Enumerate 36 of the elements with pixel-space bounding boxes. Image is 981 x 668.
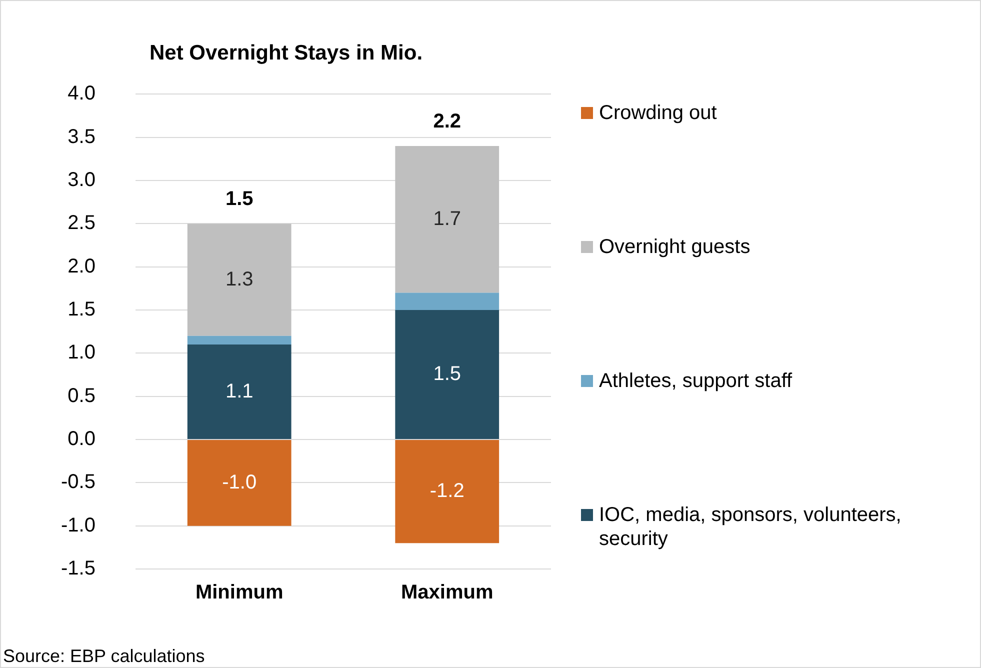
y-tick-label: 0.0 (68, 428, 96, 450)
y-tick-label: 1.5 (68, 298, 96, 321)
data-label: -1.2 (430, 480, 464, 502)
x-tick-label: Minimum (195, 582, 284, 604)
chart-title: Net Overnight Stays in Mio. (149, 41, 423, 64)
data-label: 1.3 (225, 268, 254, 290)
bar (395, 310, 500, 440)
legend-label: Crowding out (599, 101, 717, 125)
data-label: 1.7 (433, 208, 462, 230)
bar (187, 336, 292, 345)
bar (187, 224, 292, 336)
data-label: 1.5 (433, 363, 462, 386)
legend-label: IOC, media, sponsors, volunteers, security (599, 503, 902, 551)
y-tick-label: 3.0 (68, 169, 96, 192)
total-label: 1.5 (225, 188, 254, 210)
y-tick-label: 4.0 (68, 82, 96, 105)
y-tick-label: -1.5 (60, 558, 96, 580)
y-tick-label: 1.0 (68, 342, 96, 364)
y-tick-label: -0.5 (60, 471, 96, 494)
y-tick-label: -1.0 (60, 514, 96, 536)
legend-label: Athletes, support staff (599, 369, 792, 393)
bar (187, 344, 292, 440)
y-tick-label: 0.5 (68, 384, 96, 407)
y-tick-label: 2.5 (68, 212, 96, 234)
bar (395, 440, 500, 544)
total-label: 2.2 (433, 110, 462, 133)
data-label: 1.1 (225, 380, 254, 402)
y-tick-label: 2.0 (68, 255, 96, 278)
x-tick-label: Maximum (400, 582, 494, 604)
bar (395, 146, 500, 293)
bar (395, 292, 500, 310)
data-label: -1.0 (222, 471, 257, 494)
y-tick-label: 3.5 (68, 126, 96, 148)
source-note: Source: EBP calculations (3, 646, 205, 667)
legend-label: Overnight guests (599, 235, 750, 259)
bar (187, 440, 292, 526)
